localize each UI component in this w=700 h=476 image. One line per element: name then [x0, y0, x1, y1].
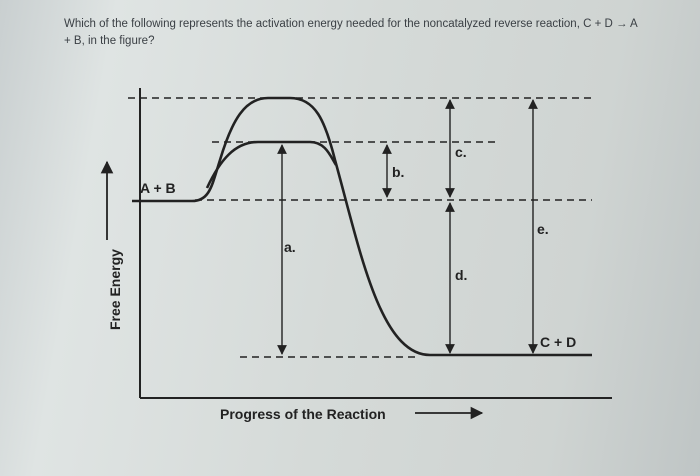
reactants-label: A + B — [140, 180, 176, 196]
x-axis-label: Progress of the Reaction — [220, 406, 386, 422]
question-text: Which of the following represents the ac… — [64, 18, 638, 47]
option-label: e. — [537, 221, 549, 237]
option-label: c. — [455, 144, 467, 160]
products-label: C + D — [540, 334, 576, 350]
option-label: b. — [392, 164, 404, 180]
option-label: a. — [284, 239, 296, 255]
uncatalyzed-curve — [132, 96, 592, 357]
catalyzed-curve — [205, 140, 338, 189]
option-label: d. — [455, 267, 467, 283]
y-axis-label: Free Energy — [107, 249, 123, 330]
